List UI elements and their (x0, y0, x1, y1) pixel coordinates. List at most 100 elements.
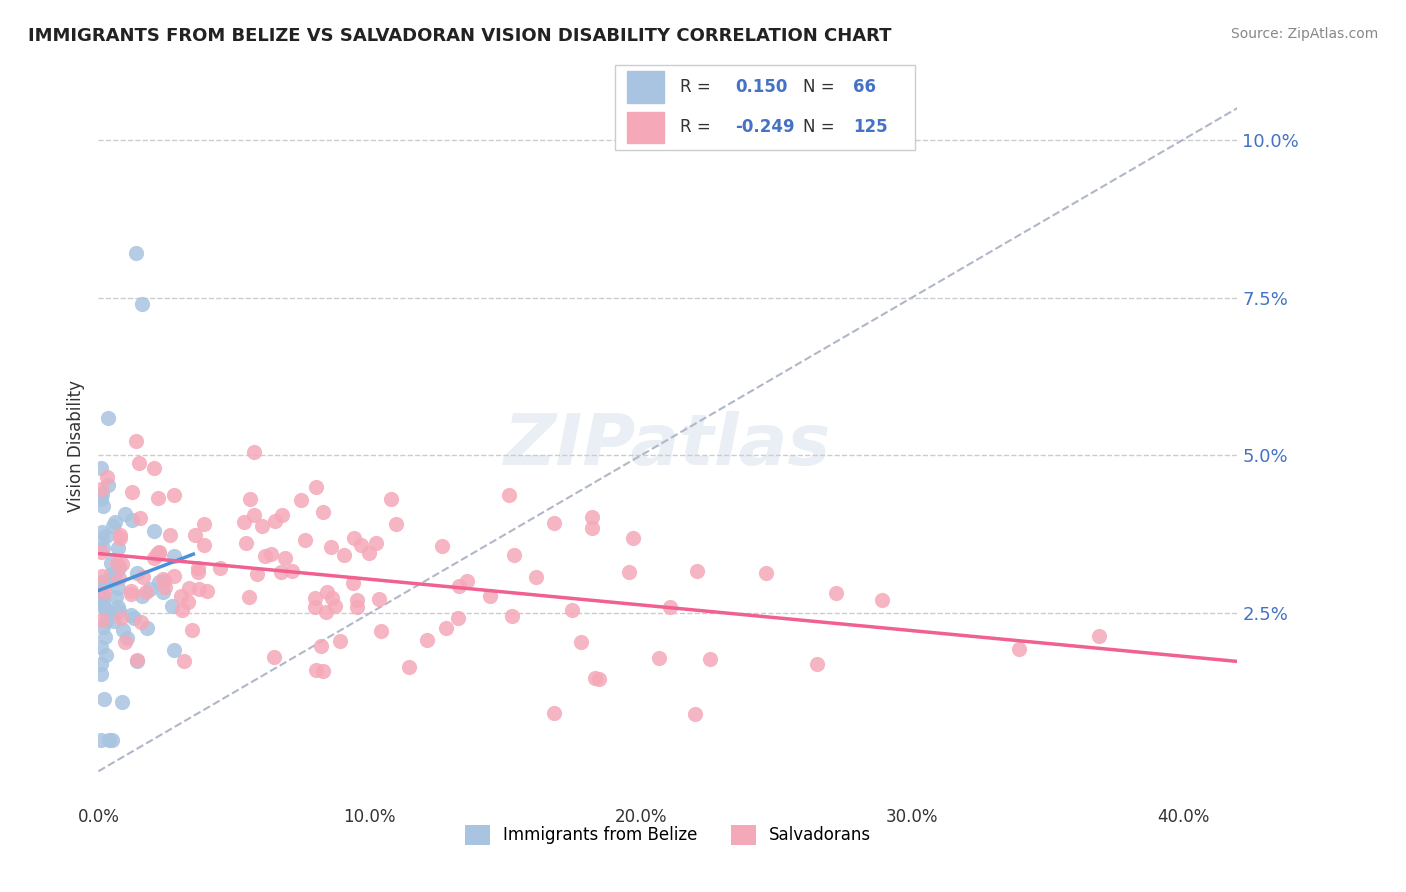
Point (103, 519, 125, 533)
Point (170, 589, 193, 603)
Point (243, 445, 266, 459)
Point (125, 566, 148, 580)
Point (90, 460, 112, 475)
Point (114, 635, 136, 649)
Point (163, 569, 186, 583)
Point (238, 590, 260, 604)
Point (233, 515, 256, 529)
Point (683, 706, 706, 721)
Point (187, 582, 209, 596)
Legend: Immigrants from Belize, Salvadorans: Immigrants from Belize, Salvadorans (458, 818, 877, 852)
Point (91, 575, 114, 590)
Point (235, 535, 257, 549)
Point (447, 579, 470, 593)
Point (304, 599, 326, 614)
Point (131, 297, 153, 311)
Point (142, 524, 165, 538)
Point (107, 599, 129, 614)
Point (659, 600, 682, 615)
Point (187, 561, 209, 575)
Point (208, 561, 231, 575)
Point (90, 596, 112, 610)
Point (90, 486, 112, 500)
Point (96, 470, 118, 484)
Point (806, 657, 828, 671)
Text: Source: ZipAtlas.com: Source: ZipAtlas.com (1230, 27, 1378, 41)
Point (825, 585, 848, 599)
Point (329, 634, 352, 648)
Point (107, 604, 129, 618)
Point (342, 576, 364, 591)
Point (100, 732, 122, 747)
Point (94, 630, 117, 644)
Point (312, 664, 335, 678)
Point (100, 567, 122, 582)
Point (152, 574, 174, 589)
Point (97, 572, 120, 586)
Point (129, 511, 152, 525)
Point (323, 599, 346, 613)
Point (110, 611, 132, 625)
Point (120, 583, 142, 598)
Point (90, 732, 112, 747)
Point (160, 599, 183, 613)
Point (103, 614, 125, 628)
Point (139, 582, 162, 597)
Point (583, 671, 606, 685)
Point (195, 584, 218, 599)
Point (108, 528, 131, 542)
Point (447, 611, 470, 625)
Point (108, 532, 131, 546)
Text: R =: R = (679, 118, 710, 136)
Point (90, 545, 112, 559)
Point (129, 615, 152, 629)
Point (97, 410, 120, 425)
Point (274, 551, 297, 566)
Point (430, 539, 453, 553)
Y-axis label: Vision Disability: Vision Disability (66, 380, 84, 512)
Point (115, 631, 138, 645)
Point (114, 508, 136, 522)
Point (193, 516, 215, 531)
Point (343, 532, 366, 546)
FancyBboxPatch shape (614, 65, 915, 150)
Point (239, 491, 262, 506)
Point (617, 565, 640, 579)
Point (380, 492, 402, 507)
Point (90, 584, 112, 599)
Point (90, 491, 112, 506)
Point (96, 576, 118, 591)
Point (524, 570, 547, 584)
Point (91, 620, 114, 634)
Text: 125: 125 (853, 118, 887, 136)
Point (91, 541, 114, 555)
Point (1008, 641, 1031, 656)
Point (96, 604, 118, 618)
Point (270, 566, 292, 580)
Point (357, 546, 380, 560)
Point (155, 580, 177, 594)
Text: R =: R = (679, 78, 710, 95)
Point (456, 574, 478, 589)
Point (91, 524, 114, 539)
Point (90, 579, 112, 593)
Point (90, 667, 112, 681)
Point (121, 484, 143, 499)
Text: 66: 66 (853, 78, 876, 95)
Point (94, 614, 117, 628)
Point (172, 603, 194, 617)
Point (136, 621, 159, 635)
Bar (627, 112, 664, 143)
Point (177, 581, 200, 595)
Point (346, 600, 368, 615)
Point (294, 533, 316, 547)
Point (333, 549, 356, 563)
Point (96, 604, 118, 618)
Point (122, 611, 145, 625)
Point (581, 521, 603, 535)
Point (125, 434, 148, 448)
Point (127, 654, 149, 668)
Point (125, 653, 148, 667)
Point (142, 551, 165, 566)
Point (94, 602, 117, 616)
